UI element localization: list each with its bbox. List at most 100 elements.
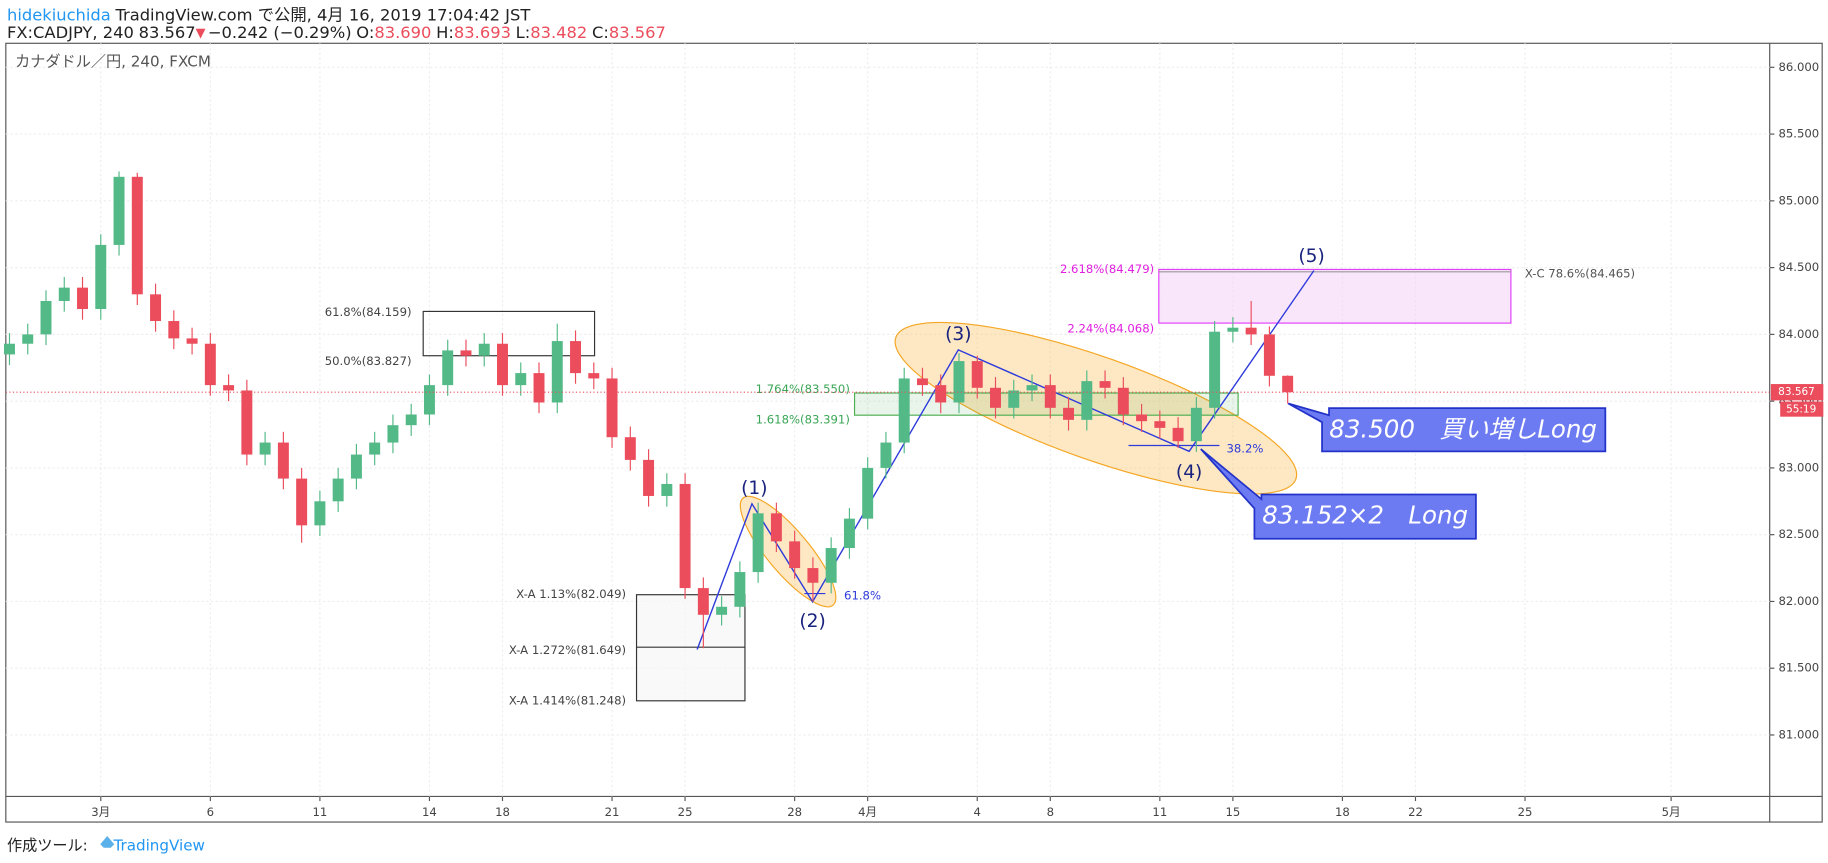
countdown-label: 55:19 <box>1786 404 1816 416</box>
candle-body <box>4 343 15 355</box>
callout <box>1200 448 1477 540</box>
candle-body <box>241 390 253 455</box>
candle-body <box>150 294 162 322</box>
candle-body <box>314 501 326 526</box>
change: −0.242 (−0.29%) <box>208 22 352 41</box>
candle-body <box>277 442 289 479</box>
last: 83.567 <box>139 22 196 41</box>
candle-body <box>369 442 381 455</box>
y-tick-label: 84.500 <box>1778 260 1819 274</box>
candle-body <box>478 343 490 356</box>
y-tick-label: 82.500 <box>1778 527 1819 541</box>
ohlc-label: O: <box>356 22 374 41</box>
candle-body <box>1190 407 1202 442</box>
y-tick-label: 85.000 <box>1778 193 1819 207</box>
candle-body <box>515 373 527 386</box>
ohlc-label: H: <box>436 22 454 41</box>
candle-body <box>442 350 454 386</box>
candle-body <box>971 361 983 388</box>
candle-body <box>95 244 107 310</box>
candle-body <box>1044 385 1056 408</box>
candle-body <box>40 300 52 335</box>
candle-body <box>460 350 472 356</box>
candle-body <box>789 541 801 569</box>
candle-body <box>113 176 125 245</box>
candle-body <box>880 442 892 468</box>
wave-label: (1) <box>741 478 767 499</box>
footer-brand: TradingView <box>112 836 204 854</box>
candle-body <box>1263 334 1275 376</box>
x-tick-label: 4月 <box>858 805 877 819</box>
candles: 83.567 55:19 <box>4 171 1824 649</box>
candle-body <box>953 361 965 403</box>
candle-body <box>204 343 216 386</box>
candle-body <box>990 387 1001 408</box>
wave-label: (3) <box>945 324 971 345</box>
candle-body <box>807 568 819 583</box>
x-tick-label: 22 <box>1408 805 1423 819</box>
annotation: 61.8% <box>844 588 881 602</box>
candle-body <box>1245 327 1257 335</box>
candle-body <box>916 378 928 386</box>
callout-text: 83.152×2 Long <box>1262 501 1468 530</box>
countdown-box <box>1780 401 1824 417</box>
candle-body <box>825 548 837 583</box>
footer: 作成ツール: TradingView <box>7 836 205 854</box>
candle-body <box>643 459 655 496</box>
candle-body <box>606 378 618 438</box>
x-tick-label: 14 <box>422 805 437 819</box>
candle-body <box>898 378 910 443</box>
x-tick-label: 25 <box>1518 805 1533 819</box>
x-tick-label: 5月 <box>1662 805 1681 819</box>
candle-body <box>734 572 746 607</box>
candle-body <box>1063 407 1075 420</box>
candle-body <box>58 287 70 301</box>
header-line1: hidekiuchida TradingView.com で公開, 4月 16, … <box>7 5 531 24</box>
x-tick-label: 3月 <box>91 805 110 819</box>
candle-body <box>935 385 947 403</box>
candle-body <box>570 341 582 374</box>
callout-text: 83.500 買い増しLong <box>1329 414 1597 443</box>
x-tick-label: 18 <box>495 805 510 819</box>
candle-body <box>533 373 545 403</box>
candle-body <box>259 442 271 455</box>
arrow: ▼ <box>196 25 206 40</box>
annotation: 61.8%(84.159) <box>325 305 412 319</box>
ohlc-value: 83.567 <box>609 22 666 41</box>
chart-title: カナダドル／円, 240, FXCM <box>15 52 211 70</box>
candle-body <box>1117 387 1129 415</box>
wave-label: (4) <box>1176 462 1202 483</box>
x-tick-label: 18 <box>1335 805 1350 819</box>
y-tick-label: 81.500 <box>1778 661 1819 675</box>
x-tick-label: 25 <box>678 805 693 819</box>
annotation: X-C 78.6%(84.465) <box>1525 267 1635 281</box>
header-line2: FX:CADJPY, 240 83.567▼ −0.242 (−0.29%) O:83… <box>7 22 666 41</box>
candle-body <box>1081 381 1093 420</box>
candle-body <box>387 425 399 443</box>
candle-body <box>186 338 198 344</box>
annotation: 1.618%(83.391) <box>756 412 850 426</box>
candle-body <box>1136 414 1148 422</box>
y-tick-label: 84.000 <box>1778 327 1819 341</box>
candle-body <box>168 321 180 339</box>
candle-body <box>423 385 435 415</box>
last-price-box <box>1770 384 1824 401</box>
grid: 81.00081.50082.00082.50083.00083.50084.0… <box>5 43 1819 819</box>
y-tick-label: 85.500 <box>1778 127 1819 141</box>
candle-body <box>1209 331 1221 408</box>
candle-body <box>624 437 636 460</box>
y-tick-label: 83.000 <box>1778 460 1819 474</box>
candle-body <box>131 176 143 295</box>
callout <box>1287 402 1607 453</box>
candle-body <box>22 334 34 344</box>
candle-body <box>752 513 764 573</box>
candle-body <box>679 483 691 589</box>
ohlc-label: L: <box>516 22 531 41</box>
x-tick-label: 4 <box>974 805 981 819</box>
annotation: 2.618%(84.479) <box>1060 262 1154 276</box>
x-tick-label: 15 <box>1225 805 1240 819</box>
candle-body <box>405 414 417 426</box>
annotation: X-A 1.13%(82.049) <box>516 587 626 601</box>
